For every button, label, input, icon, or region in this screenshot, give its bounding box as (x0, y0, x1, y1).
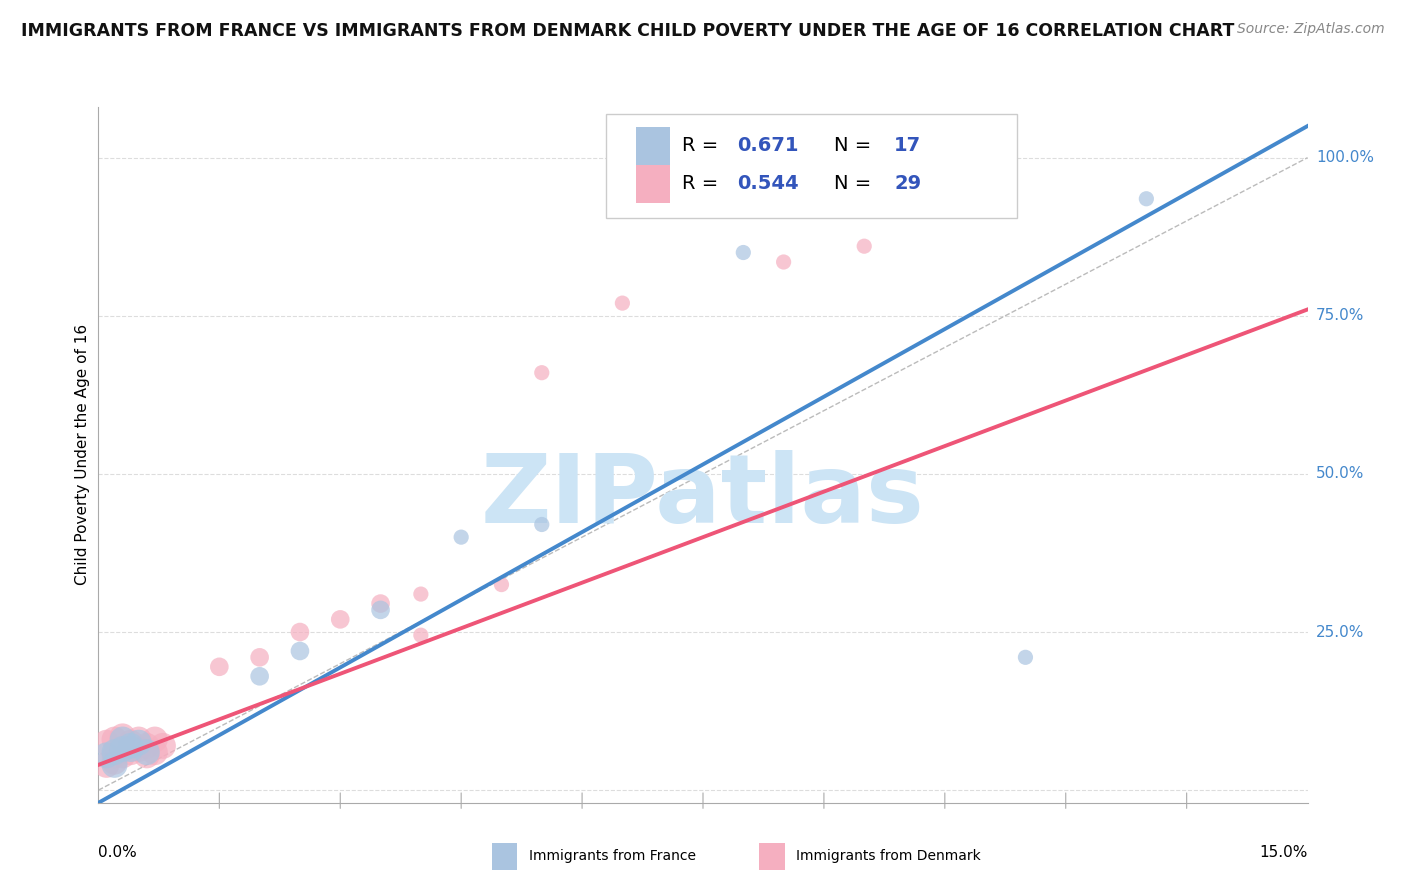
Point (370, 597, 392, 611)
Point (853, 239, 876, 253)
Point (143, 745, 166, 759)
Text: 29: 29 (894, 175, 921, 194)
Y-axis label: Child Poverty Under the Age of 16: Child Poverty Under the Age of 16 (75, 325, 90, 585)
Point (152, 739, 174, 753)
Point (96, 736, 118, 750)
Point (733, 245, 755, 260)
FancyBboxPatch shape (637, 165, 671, 203)
Point (143, 732, 166, 747)
Point (370, 603, 392, 617)
Text: Source: ZipAtlas.com: Source: ZipAtlas.com (1237, 22, 1385, 37)
Point (111, 732, 134, 747)
Text: 17: 17 (894, 136, 921, 155)
Point (103, 755, 125, 769)
Text: R =: R = (682, 175, 725, 194)
Point (128, 736, 150, 750)
Text: N =: N = (834, 175, 877, 194)
Text: ZIPatlas: ZIPatlas (481, 450, 925, 543)
Text: 0.0%: 0.0% (98, 845, 138, 860)
Point (103, 757, 125, 772)
Text: IMMIGRANTS FROM FRANCE VS IMMIGRANTS FROM DENMARK CHILD POVERTY UNDER THE AGE OF: IMMIGRANTS FROM FRANCE VS IMMIGRANTS FRO… (21, 22, 1234, 40)
Text: R =: R = (682, 136, 725, 155)
Point (450, 530, 472, 544)
Point (208, 660, 231, 674)
Point (288, 625, 311, 640)
Point (111, 748, 134, 763)
Text: 25.0%: 25.0% (1316, 624, 1364, 640)
Point (128, 742, 150, 756)
FancyBboxPatch shape (637, 127, 671, 165)
Point (111, 730, 134, 744)
Text: Immigrants from France: Immigrants from France (529, 849, 696, 863)
Point (249, 650, 271, 665)
Text: 100.0%: 100.0% (1316, 150, 1374, 165)
Point (135, 748, 157, 763)
Point (135, 745, 157, 759)
Point (491, 577, 513, 591)
Point (409, 628, 432, 642)
Point (1014, 650, 1036, 665)
Point (120, 742, 142, 756)
Text: 15.0%: 15.0% (1260, 845, 1308, 860)
Point (103, 748, 125, 763)
Point (103, 732, 125, 747)
Point (96, 757, 118, 772)
Text: 0.544: 0.544 (737, 175, 799, 194)
Point (612, 296, 634, 310)
Point (329, 612, 352, 626)
Point (120, 736, 142, 750)
Point (96, 748, 118, 763)
Point (249, 669, 271, 683)
Point (120, 745, 142, 759)
Point (120, 739, 142, 753)
Point (111, 742, 134, 756)
Text: 50.0%: 50.0% (1316, 467, 1364, 482)
Point (111, 742, 134, 756)
Point (530, 517, 553, 532)
Point (135, 739, 157, 753)
Point (772, 255, 794, 269)
FancyBboxPatch shape (606, 114, 1018, 219)
Text: Immigrants from Denmark: Immigrants from Denmark (796, 849, 980, 863)
Point (103, 745, 125, 759)
Point (1135, 192, 1157, 206)
Point (128, 732, 150, 747)
Point (288, 644, 311, 658)
Text: 0.671: 0.671 (737, 136, 799, 155)
Text: N =: N = (834, 136, 877, 155)
Text: 75.0%: 75.0% (1316, 309, 1364, 323)
Point (409, 587, 432, 601)
Point (530, 366, 553, 380)
